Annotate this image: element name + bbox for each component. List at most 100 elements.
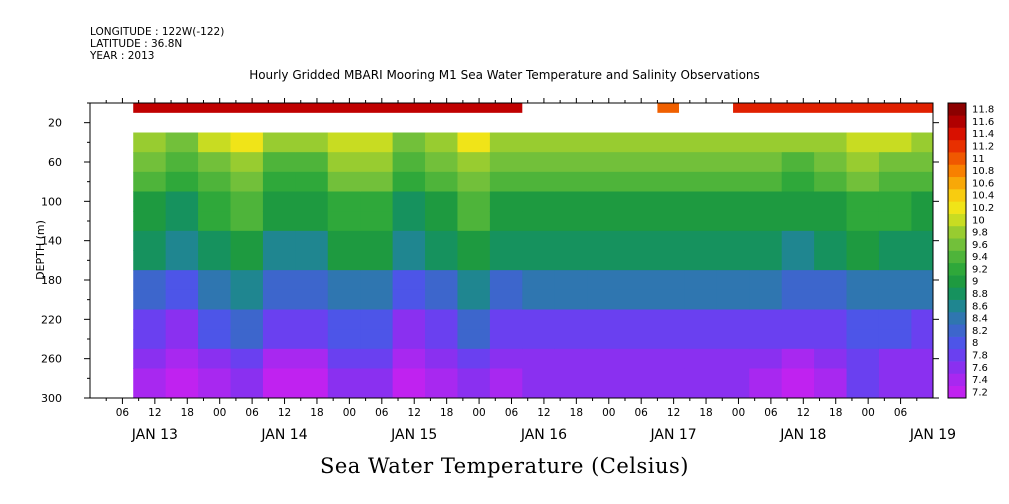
heatmap-cell — [489, 289, 523, 310]
x-hour-label: 12 — [797, 407, 810, 419]
heatmap-cell — [165, 230, 199, 251]
heatmap-cell — [846, 250, 880, 271]
heatmap-cell — [165, 191, 199, 212]
colorbar-label: 7.2 — [972, 387, 988, 398]
heatmap-cell — [489, 348, 523, 369]
x-hour-label: 00 — [732, 407, 745, 419]
heatmap-cell — [262, 211, 296, 232]
heatmap-cell — [198, 191, 231, 212]
x-hour-label: 12 — [537, 407, 550, 419]
heatmap-cell — [684, 132, 718, 153]
heatmap-cell — [878, 348, 912, 369]
heatmap-cell — [652, 191, 685, 212]
heatmap-cell — [619, 250, 653, 271]
heatmap-cell — [911, 230, 934, 251]
heatmap-cell — [846, 132, 880, 153]
heatmap-cell — [684, 309, 718, 330]
heatmap-cell — [457, 152, 491, 173]
heatmap-cell — [716, 368, 750, 399]
heatmap-cell — [198, 132, 231, 153]
heatmap-cell — [846, 289, 880, 310]
x-hour-label: 00 — [343, 407, 356, 419]
heatmap-cell — [262, 368, 296, 399]
heatmap-cell — [878, 250, 912, 271]
heatmap-cell — [457, 329, 491, 350]
heatmap-cell — [554, 171, 588, 192]
heatmap-cell — [392, 132, 426, 153]
x-hour-label: 12 — [148, 407, 161, 419]
colorbar-swatch — [948, 103, 966, 116]
heatmap-cell — [749, 289, 783, 310]
heatmap-cell — [911, 368, 934, 399]
heatmap-cell — [198, 368, 231, 399]
heatmap-cell — [457, 132, 491, 153]
heatmap-cell — [684, 211, 718, 232]
heatmap-cell — [489, 270, 523, 291]
heatmap-cell — [392, 270, 426, 291]
x-day-label: JAN 19 — [909, 427, 956, 443]
colorbar-label: 10.6 — [972, 178, 994, 189]
heatmap-cell — [489, 250, 523, 271]
heatmap-cell — [295, 270, 329, 291]
heatmap-cell — [781, 309, 815, 330]
x-hour-label: 18 — [310, 407, 323, 419]
colorbar-label: 10.8 — [972, 166, 994, 177]
colorbar-swatch — [948, 299, 966, 313]
heatmap-cell — [878, 329, 912, 350]
x-day-label: JAN 17 — [650, 427, 697, 443]
heatmap-cell — [749, 211, 783, 232]
heatmap-cell — [716, 171, 750, 192]
x-day-label: JAN 14 — [260, 427, 307, 443]
heatmap-cell — [749, 348, 783, 369]
heatmap-cell — [587, 250, 621, 271]
heatmap-cell — [781, 211, 815, 232]
heatmap-cell — [911, 348, 934, 369]
heatmap-cell — [749, 368, 783, 399]
heatmap-cell — [425, 230, 458, 251]
x-hour-label: 06 — [505, 407, 519, 419]
heatmap-cell — [327, 348, 361, 369]
heatmap-cell — [846, 211, 880, 232]
heatmap-cell — [457, 368, 491, 399]
heatmap-cell — [360, 289, 394, 310]
heatmap-cell — [878, 270, 912, 291]
heatmap-cell — [652, 309, 685, 330]
heatmap-cell — [587, 289, 621, 310]
heatmap-cell — [911, 250, 934, 271]
heatmap-cell — [198, 230, 231, 251]
heatmap-cell — [652, 348, 685, 369]
heatmap-cell — [425, 250, 458, 271]
heatmap-cell — [327, 132, 361, 153]
heatmap-cell — [262, 230, 296, 251]
heatmap-cell — [327, 289, 361, 310]
heatmap-cell — [716, 348, 750, 369]
colorbar-label: 7.8 — [972, 350, 988, 361]
heatmap-cell — [489, 329, 523, 350]
heatmap-cell — [652, 368, 685, 399]
heatmap-cell — [295, 289, 329, 310]
heatmap-cell — [587, 309, 621, 330]
colorbar-label: 8.6 — [972, 301, 988, 312]
heatmap-cell — [360, 230, 394, 251]
x-hour-label: 00 — [213, 407, 226, 419]
longitude-label: LONGITUDE : 122W(-122) — [90, 26, 225, 38]
x-hour-label: 06 — [116, 407, 130, 419]
colorbar-swatch — [948, 115, 966, 128]
heatmap-cell — [392, 250, 426, 271]
latitude-label: LATITUDE : 36.8N — [90, 38, 183, 50]
x-hour-label: 18 — [570, 407, 583, 419]
heatmap-cell — [684, 250, 718, 271]
heatmap-cell — [619, 152, 653, 173]
colorbar-swatch — [948, 127, 966, 141]
heatmap-cell — [781, 348, 815, 369]
heatmap-cell — [133, 270, 167, 291]
x-hour-label: 18 — [699, 407, 712, 419]
heatmap-cell — [814, 132, 848, 153]
heatmap-cell — [587, 191, 621, 212]
heatmap-cell — [878, 132, 912, 153]
colorbar-label: 9 — [972, 277, 978, 288]
heatmap-cell — [554, 309, 588, 330]
heatmap-cell — [554, 230, 588, 251]
heatmap-cell — [198, 171, 231, 192]
heatmap-cell — [230, 329, 264, 350]
